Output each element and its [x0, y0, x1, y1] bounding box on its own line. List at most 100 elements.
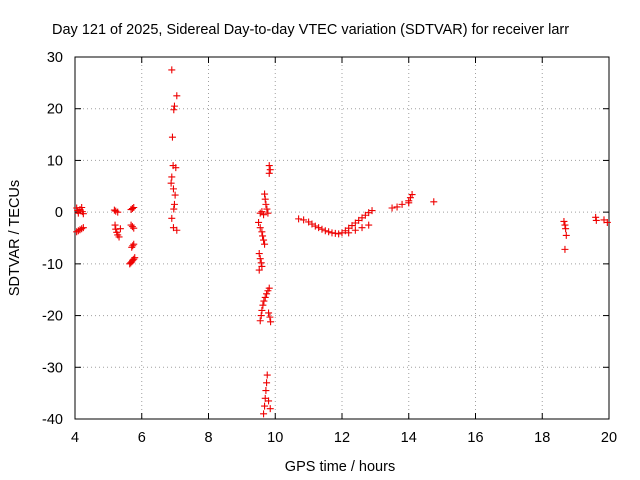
- data-point: [255, 266, 263, 274]
- data-point: [173, 92, 181, 100]
- y-tick-label: -10: [42, 257, 63, 273]
- data-point: [170, 200, 178, 208]
- data-point: [79, 210, 87, 218]
- data-point: [172, 164, 180, 172]
- data-point: [562, 225, 570, 233]
- data-point: [603, 218, 611, 226]
- x-tick-label: 12: [334, 430, 350, 446]
- x-tick-label: 4: [71, 430, 79, 446]
- data-point: [130, 255, 138, 263]
- y-tick-label: 10: [47, 153, 63, 169]
- data-point: [168, 66, 176, 74]
- data-point: [315, 224, 323, 232]
- data-point: [263, 371, 271, 379]
- data-point: [261, 190, 269, 198]
- data-point: [171, 191, 179, 199]
- data-point: [262, 387, 270, 395]
- data-point: [168, 173, 176, 181]
- data-point: [351, 226, 359, 234]
- data-point: [116, 225, 124, 233]
- data-point: [325, 228, 333, 236]
- data-point: [265, 309, 273, 317]
- data-point: [405, 199, 413, 207]
- data-point: [129, 242, 137, 250]
- data-point: [263, 379, 271, 387]
- data-point: [260, 211, 268, 219]
- data-point: [368, 207, 376, 215]
- chart-title: Day 121 of 2025, Sidereal Day-to-day VTE…: [52, 22, 569, 38]
- data-point: [318, 225, 326, 233]
- y-tick-label: 30: [47, 50, 63, 66]
- y-tick-label: -30: [42, 360, 63, 376]
- data-point: [262, 200, 270, 208]
- data-point: [256, 317, 264, 325]
- x-tick-label: 16: [467, 430, 483, 446]
- data-point: [300, 216, 308, 224]
- data-point: [114, 208, 122, 216]
- data-point: [592, 216, 600, 224]
- y-tick-label: -40: [42, 412, 63, 428]
- data-point: [261, 402, 269, 410]
- data-point: [560, 217, 568, 225]
- data-point: [131, 254, 139, 262]
- data-point: [266, 405, 274, 413]
- y-tick-label: 20: [47, 102, 63, 118]
- data-point: [257, 312, 265, 320]
- x-tick-label: 14: [401, 430, 417, 446]
- data-point: [258, 228, 266, 236]
- data-point: [130, 203, 138, 211]
- data-point: [393, 203, 401, 211]
- data-point: [265, 397, 273, 405]
- data-point: [255, 218, 263, 226]
- data-point: [256, 224, 264, 232]
- data-point: [365, 221, 373, 229]
- y-tick-label: -20: [42, 309, 63, 325]
- data-point: [260, 297, 268, 305]
- data-point: [78, 203, 86, 211]
- data-point: [266, 313, 274, 321]
- data-point: [561, 245, 569, 253]
- data-point: [408, 191, 416, 199]
- x-tick-label: 18: [534, 430, 550, 446]
- data-point: [335, 230, 343, 238]
- data-point: [168, 214, 176, 222]
- data-point: [111, 221, 119, 229]
- data-point: [265, 162, 273, 170]
- data-point: [259, 232, 267, 240]
- data-point: [260, 236, 268, 244]
- x-tick-label: 8: [204, 430, 212, 446]
- data-point: [295, 215, 303, 223]
- data-point: [167, 179, 175, 187]
- data-point: [358, 224, 366, 232]
- data-point: [561, 221, 569, 229]
- data-point: [130, 224, 138, 232]
- data-point: [264, 209, 272, 217]
- data-point: [169, 185, 177, 193]
- data-point: [258, 208, 266, 216]
- data-points: [73, 66, 611, 418]
- data-point: [398, 200, 406, 208]
- data-point: [592, 213, 600, 221]
- data-point: [267, 318, 275, 326]
- data-point: [259, 301, 267, 309]
- data-point: [562, 231, 570, 239]
- data-point: [78, 225, 86, 233]
- x-tick-label: 10: [267, 430, 283, 446]
- data-point: [261, 240, 269, 248]
- data-point: [311, 222, 319, 230]
- data-point: [256, 255, 264, 263]
- data-point: [263, 290, 271, 298]
- y-tick-labels: -40 -30 -20 -10 0 10 20 30: [42, 50, 63, 428]
- data-point: [255, 250, 263, 258]
- data-point: [170, 205, 178, 213]
- data-point: [257, 259, 265, 267]
- y-axis-label: SDTVAR / TECUs: [7, 180, 23, 296]
- data-point: [261, 293, 269, 301]
- x-tick-label: 20: [601, 430, 617, 446]
- data-point: [79, 224, 87, 232]
- data-point: [388, 204, 396, 212]
- axis-ticks: [74, 56, 610, 420]
- data-point: [265, 284, 273, 292]
- data-point: [263, 205, 271, 213]
